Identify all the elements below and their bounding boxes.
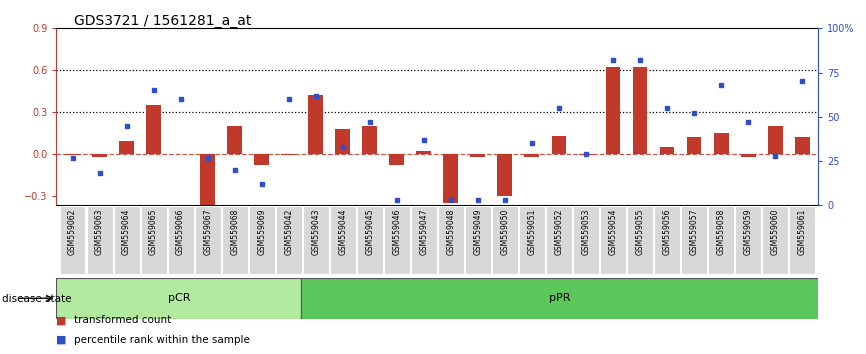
FancyBboxPatch shape xyxy=(168,206,194,274)
Bar xyxy=(56,278,301,319)
Text: GDS3721 / 1561281_a_at: GDS3721 / 1561281_a_at xyxy=(74,14,251,28)
Bar xyxy=(552,136,566,154)
FancyBboxPatch shape xyxy=(546,206,572,274)
Text: GSM559063: GSM559063 xyxy=(95,209,104,255)
Bar xyxy=(146,105,161,154)
Bar xyxy=(767,126,783,154)
Text: GSM559050: GSM559050 xyxy=(501,209,509,255)
FancyBboxPatch shape xyxy=(465,206,491,274)
Text: GSM559069: GSM559069 xyxy=(257,209,266,255)
Bar xyxy=(390,154,404,165)
FancyBboxPatch shape xyxy=(87,206,113,274)
FancyBboxPatch shape xyxy=(573,206,599,274)
Bar xyxy=(200,154,215,205)
FancyBboxPatch shape xyxy=(708,206,734,274)
Text: GSM559045: GSM559045 xyxy=(365,209,374,255)
Text: GSM559056: GSM559056 xyxy=(662,209,671,255)
Text: pCR: pCR xyxy=(167,293,190,303)
Text: disease state: disease state xyxy=(2,294,71,304)
FancyBboxPatch shape xyxy=(330,206,356,274)
Text: ■: ■ xyxy=(56,315,67,325)
Text: GSM559049: GSM559049 xyxy=(474,209,482,255)
Text: GSM559042: GSM559042 xyxy=(284,209,294,255)
FancyBboxPatch shape xyxy=(195,206,221,274)
Text: GSM559060: GSM559060 xyxy=(771,209,779,255)
Text: GSM559057: GSM559057 xyxy=(689,209,699,255)
FancyBboxPatch shape xyxy=(275,206,301,274)
Text: GSM559052: GSM559052 xyxy=(554,209,564,255)
Bar xyxy=(525,154,540,156)
Text: percentile rank within the sample: percentile rank within the sample xyxy=(74,335,249,345)
Bar xyxy=(308,95,323,154)
FancyBboxPatch shape xyxy=(735,206,761,274)
Bar xyxy=(281,154,296,155)
Bar xyxy=(497,154,513,195)
Text: GSM559044: GSM559044 xyxy=(339,209,347,255)
FancyBboxPatch shape xyxy=(762,206,788,274)
FancyBboxPatch shape xyxy=(222,206,248,274)
FancyBboxPatch shape xyxy=(492,206,518,274)
Bar xyxy=(740,154,755,156)
Bar xyxy=(255,154,269,165)
Bar xyxy=(660,147,675,154)
FancyBboxPatch shape xyxy=(60,206,86,274)
Bar xyxy=(714,133,728,154)
Text: GSM559064: GSM559064 xyxy=(122,209,131,255)
Bar xyxy=(578,154,593,155)
Bar xyxy=(65,154,80,155)
Text: pPR: pPR xyxy=(549,293,571,303)
FancyBboxPatch shape xyxy=(654,206,680,274)
Bar xyxy=(795,137,810,154)
FancyBboxPatch shape xyxy=(627,206,653,274)
Bar xyxy=(92,154,107,156)
FancyBboxPatch shape xyxy=(303,206,329,274)
Text: GSM559051: GSM559051 xyxy=(527,209,536,255)
Bar xyxy=(227,126,242,154)
Text: GSM559068: GSM559068 xyxy=(230,209,239,255)
Bar xyxy=(443,154,458,202)
Bar xyxy=(470,154,485,156)
Bar xyxy=(605,67,620,154)
FancyBboxPatch shape xyxy=(249,206,275,274)
FancyBboxPatch shape xyxy=(140,206,166,274)
Text: GSM559043: GSM559043 xyxy=(311,209,320,255)
FancyBboxPatch shape xyxy=(410,206,436,274)
Bar xyxy=(632,67,648,154)
Text: GSM559066: GSM559066 xyxy=(176,209,185,255)
FancyBboxPatch shape xyxy=(438,206,464,274)
Text: GSM559053: GSM559053 xyxy=(581,209,591,255)
FancyBboxPatch shape xyxy=(519,206,545,274)
Bar xyxy=(335,129,350,154)
Text: transformed count: transformed count xyxy=(74,315,171,325)
FancyBboxPatch shape xyxy=(681,206,707,274)
Text: GSM559048: GSM559048 xyxy=(446,209,456,255)
FancyBboxPatch shape xyxy=(789,206,815,274)
Bar xyxy=(687,137,701,154)
Text: GSM559054: GSM559054 xyxy=(609,209,617,255)
FancyBboxPatch shape xyxy=(357,206,383,274)
Text: GSM559059: GSM559059 xyxy=(744,209,753,255)
Text: GSM559062: GSM559062 xyxy=(68,209,77,255)
FancyBboxPatch shape xyxy=(600,206,626,274)
Text: GSM559065: GSM559065 xyxy=(149,209,158,255)
Text: GSM559061: GSM559061 xyxy=(798,209,806,255)
Text: GSM559046: GSM559046 xyxy=(392,209,401,255)
Bar xyxy=(362,126,378,154)
Text: GSM559055: GSM559055 xyxy=(636,209,644,255)
Bar xyxy=(301,278,818,319)
Text: GSM559058: GSM559058 xyxy=(716,209,726,255)
Text: GSM559047: GSM559047 xyxy=(419,209,429,255)
Text: ■: ■ xyxy=(56,335,67,345)
FancyBboxPatch shape xyxy=(384,206,410,274)
Bar xyxy=(120,141,134,154)
Text: GSM559067: GSM559067 xyxy=(204,209,212,255)
FancyBboxPatch shape xyxy=(113,206,139,274)
Bar xyxy=(417,151,431,154)
